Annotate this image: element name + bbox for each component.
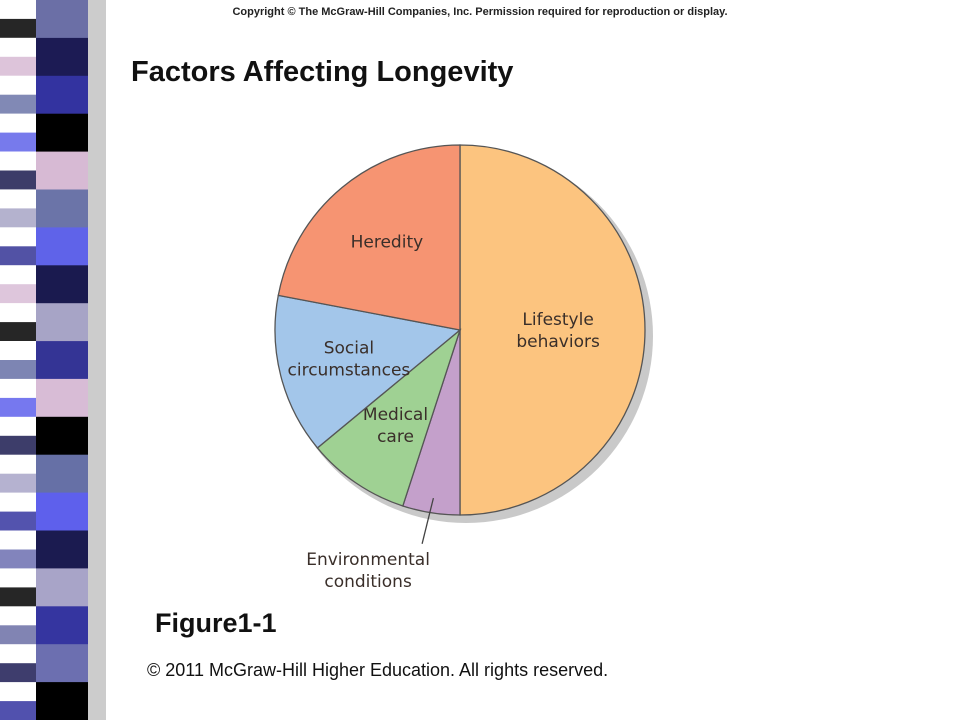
slice-label: Heredity [351,233,424,253]
slice-label: Medical [363,405,428,425]
strip-block [0,587,36,607]
strip-block [36,378,88,418]
decorative-color-strip [0,0,106,720]
slide-title: Factors Affecting Longevity [131,56,514,88]
callout-line [421,497,435,544]
strip-block [36,151,88,190]
strip-block [0,549,36,569]
strip-block [0,511,36,531]
strip-block [36,265,88,304]
pie-slice [459,144,646,516]
strip-block [0,94,36,114]
strip-block [36,568,88,607]
strip-block [0,132,36,152]
strip-block [0,625,36,645]
strip-block [36,303,88,342]
slice-label: circumstances [288,361,411,381]
strip-block [0,18,36,38]
slice-label: conditions [324,572,412,590]
footer-copyright: © 2011 McGraw-Hill Higher Education. All… [147,660,609,680]
strip-block [0,170,36,190]
strip-block [36,492,88,531]
strip-shadow [88,0,106,720]
pie-slice [274,294,462,449]
strip-block [36,75,88,115]
slice-label: behaviors [516,332,600,352]
strip-block [0,473,36,493]
strip-block [0,246,36,266]
strip-block [0,322,36,341]
strip-block [36,341,88,380]
slice-label: care [377,427,414,447]
strip-block [0,208,36,228]
figure-label: Figure1-1 [155,608,277,638]
strip-block [0,56,36,76]
strip-block [36,189,88,228]
strip-block [36,454,88,494]
strip-block [36,227,88,266]
pie-slice [316,328,462,507]
pie-slice [277,144,461,331]
strip-block [36,682,88,720]
strip-block [36,0,88,39]
strip-block [0,397,36,417]
strip-block [0,663,36,683]
strip-block [0,701,36,720]
strip-block [36,37,88,77]
slice-label: Lifestyle [522,310,593,330]
strip-block [0,360,36,379]
strip-block [0,284,36,304]
strip-block [36,644,88,683]
strip-block [36,416,88,456]
slice-label: Environmental [306,550,430,570]
strip-block [36,606,88,645]
slice-label: Social [324,339,374,359]
strip-block [0,435,36,455]
copyright-notice: Copyright © The McGraw-Hill Companies, I… [232,6,728,18]
strip-block [36,530,88,569]
strip-block [36,113,88,153]
